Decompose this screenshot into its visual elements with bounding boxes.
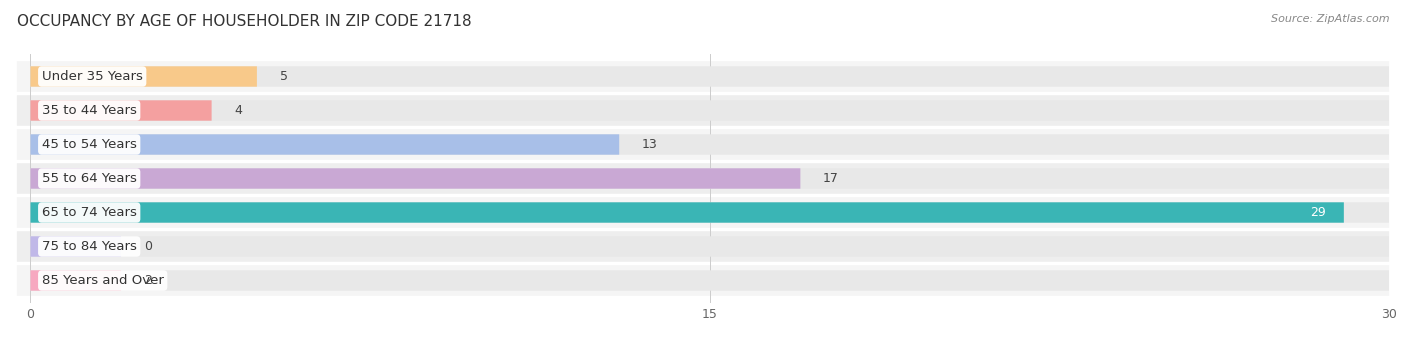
Text: 4: 4 — [235, 104, 242, 117]
Text: 45 to 54 Years: 45 to 54 Years — [42, 138, 136, 151]
FancyBboxPatch shape — [31, 100, 212, 121]
Text: 0: 0 — [143, 240, 152, 253]
Text: Source: ZipAtlas.com: Source: ZipAtlas.com — [1271, 14, 1389, 23]
Text: 2: 2 — [143, 274, 152, 287]
Text: 55 to 64 Years: 55 to 64 Years — [42, 172, 136, 185]
Text: Under 35 Years: Under 35 Years — [42, 70, 142, 83]
FancyBboxPatch shape — [17, 95, 1389, 126]
FancyBboxPatch shape — [31, 168, 1389, 189]
FancyBboxPatch shape — [17, 163, 1389, 194]
Text: 29: 29 — [1310, 206, 1326, 219]
FancyBboxPatch shape — [31, 168, 800, 189]
FancyBboxPatch shape — [17, 197, 1389, 228]
FancyBboxPatch shape — [17, 265, 1389, 296]
FancyBboxPatch shape — [17, 129, 1389, 160]
FancyBboxPatch shape — [17, 231, 1389, 262]
Text: 35 to 44 Years: 35 to 44 Years — [42, 104, 136, 117]
FancyBboxPatch shape — [31, 66, 1389, 87]
FancyBboxPatch shape — [31, 202, 1389, 223]
FancyBboxPatch shape — [31, 202, 1344, 223]
Text: 17: 17 — [823, 172, 839, 185]
FancyBboxPatch shape — [31, 66, 257, 87]
FancyBboxPatch shape — [17, 61, 1389, 92]
Text: 85 Years and Over: 85 Years and Over — [42, 274, 163, 287]
Text: 65 to 74 Years: 65 to 74 Years — [42, 206, 136, 219]
FancyBboxPatch shape — [31, 236, 1389, 257]
FancyBboxPatch shape — [31, 270, 1389, 291]
Text: 75 to 84 Years: 75 to 84 Years — [42, 240, 136, 253]
Text: 13: 13 — [643, 138, 658, 151]
FancyBboxPatch shape — [31, 100, 1389, 121]
Text: OCCUPANCY BY AGE OF HOUSEHOLDER IN ZIP CODE 21718: OCCUPANCY BY AGE OF HOUSEHOLDER IN ZIP C… — [17, 14, 471, 29]
FancyBboxPatch shape — [31, 236, 121, 257]
FancyBboxPatch shape — [31, 134, 1389, 155]
FancyBboxPatch shape — [31, 270, 121, 291]
FancyBboxPatch shape — [31, 134, 619, 155]
Text: 5: 5 — [280, 70, 288, 83]
